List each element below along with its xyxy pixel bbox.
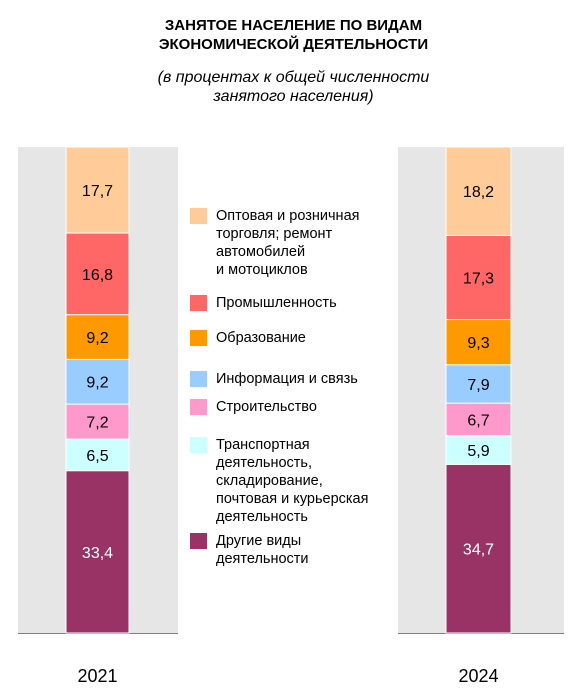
legend-item-3: Информация и связь (190, 370, 516, 388)
legend-item-2: Строительство (190, 398, 516, 416)
bar-segment-2021-1 (65, 438, 130, 472)
chart-title: ЗАНЯТОЕ НАСЕЛЕНИЕ ПО ВИДАМ ЭКОНОМИЧЕСКОЙ… (0, 16, 587, 54)
data-label-2024-5: 17,3 (463, 270, 494, 287)
bar-segment-2024-3 (445, 364, 512, 404)
data-label-2024-0: 34,7 (463, 542, 494, 559)
legend-label-6: Оптовая и розничная торговля; ремонт авт… (216, 208, 360, 278)
legend-swatch-6 (190, 208, 207, 224)
bar-segment-2024-6 (445, 146, 512, 236)
legend-swatch-4 (190, 330, 207, 346)
legend-swatch-2 (190, 399, 207, 415)
data-label-2021-5: 16,8 (82, 267, 113, 284)
legend-label-3: Информация и связь (216, 371, 358, 387)
legend-label-2: Строительство (216, 399, 317, 415)
data-label-2021-4: 9,2 (86, 330, 108, 347)
legend-label-1: Транспортная деятельность, складирование… (216, 437, 369, 525)
legend-item-0: Другие виды деятельности (190, 532, 516, 568)
data-label-2024-4: 9,3 (467, 335, 489, 352)
data-label-2021-6: 17,7 (82, 183, 113, 200)
legend-swatch-3 (190, 371, 207, 387)
data-label-2021-3: 9,2 (86, 375, 108, 392)
legend-swatch-1 (190, 437, 207, 453)
chart-subtitle-line2: занятого населения) (213, 88, 374, 105)
bar-segment-2024-4 (445, 319, 512, 366)
bar-segment-2024-5 (445, 234, 512, 321)
data-label-2021-1: 6,5 (86, 448, 108, 465)
data-label-2024-3: 7,9 (467, 377, 489, 394)
legend-label-0: Другие виды деятельности (216, 533, 309, 567)
bar-segment-2021-0 (65, 470, 130, 634)
data-label-2021-0: 33,4 (82, 545, 113, 562)
bar-segment-2021-5 (65, 232, 130, 316)
bar-segment-2024-0 (445, 463, 512, 634)
data-label-2024-6: 18,2 (463, 184, 494, 201)
chart-title-line2: ЭКОНОМИЧЕСКОЙ ДЕЯТЕЛЬНОСТИ (158, 36, 429, 53)
legend-item-6: Оптовая и розничная торговля; ремонт авт… (190, 207, 516, 279)
bar-segment-2021-3 (65, 358, 130, 405)
bar-segment-2021-4 (65, 314, 130, 360)
bar-segment-2024-1 (445, 435, 512, 465)
legend-swatch-0 (190, 533, 207, 549)
legend-item-4: Образование (190, 329, 516, 347)
category-label-2024: 2024 (458, 666, 499, 686)
legend-item-5: Промышленность (190, 294, 516, 312)
bar-segment-2021-6 (65, 146, 130, 234)
data-label-2021-2: 7,2 (86, 415, 108, 432)
legend-label-4: Образование (216, 330, 306, 346)
bar-segment-2021-2 (65, 403, 130, 440)
legend-item-1: Транспортная деятельность, складирование… (190, 436, 516, 526)
chart-subtitle: (в процентах к общей численности занятог… (0, 68, 587, 106)
chart-title-line1: ЗАНЯТОЕ НАСЕЛЕНИЕ ПО ВИДАМ (164, 17, 423, 34)
bar-segment-2024-2 (445, 402, 512, 437)
legend-label-5: Промышленность (216, 295, 337, 311)
data-label-2024-1: 5,9 (467, 443, 489, 460)
legend-swatch-5 (190, 295, 207, 311)
category-label-2021: 2021 (77, 666, 118, 686)
chart-subtitle-line1: (в процентах к общей численности (157, 69, 430, 86)
data-label-2024-2: 6,7 (467, 412, 489, 429)
